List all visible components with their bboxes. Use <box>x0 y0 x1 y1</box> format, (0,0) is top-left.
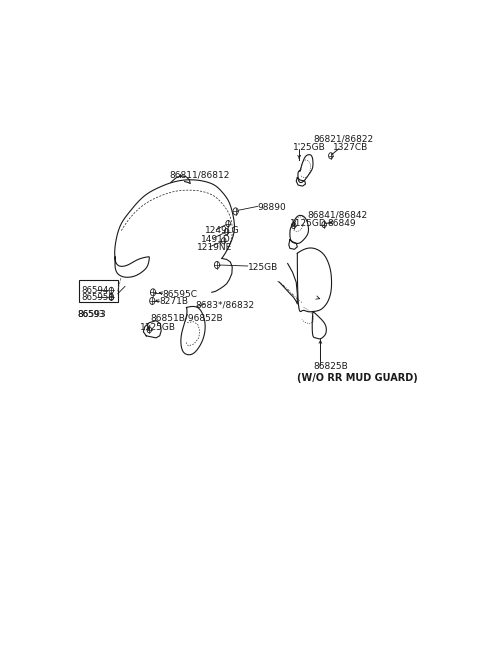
Text: 86841/86842: 86841/86842 <box>307 211 368 220</box>
Text: (W/O RR MUD GUARD): (W/O RR MUD GUARD) <box>297 373 418 383</box>
Text: 1125GB: 1125GB <box>140 323 176 332</box>
Text: 86821/86822: 86821/86822 <box>313 134 373 143</box>
Text: 1327CB: 1327CB <box>334 143 369 152</box>
Text: 86595C: 86595C <box>162 290 197 299</box>
Text: 8683*/86832: 8683*/86832 <box>196 300 255 309</box>
Text: 86595B: 86595B <box>81 293 115 302</box>
Text: 125GB: 125GB <box>248 263 278 272</box>
Bar <box>79 280 118 302</box>
Text: 86825B: 86825B <box>314 362 348 371</box>
Text: 1491D: 1491D <box>201 235 230 244</box>
Text: 86851B/96852B: 86851B/96852B <box>150 313 223 323</box>
Text: 86811/86812: 86811/86812 <box>170 170 230 179</box>
Text: 1219NE: 1219NE <box>197 243 232 252</box>
Text: 86593: 86593 <box>78 309 107 319</box>
Text: 86594: 86594 <box>81 286 108 295</box>
Text: 86849: 86849 <box>327 219 356 228</box>
Text: 86593: 86593 <box>78 309 105 319</box>
Text: 98890: 98890 <box>257 204 286 212</box>
Text: 1'25GB: 1'25GB <box>292 143 325 152</box>
Text: 1249LG: 1249LG <box>205 226 240 235</box>
Text: 1125GD: 1125GD <box>289 219 326 228</box>
Text: 8271B: 8271B <box>160 298 189 306</box>
